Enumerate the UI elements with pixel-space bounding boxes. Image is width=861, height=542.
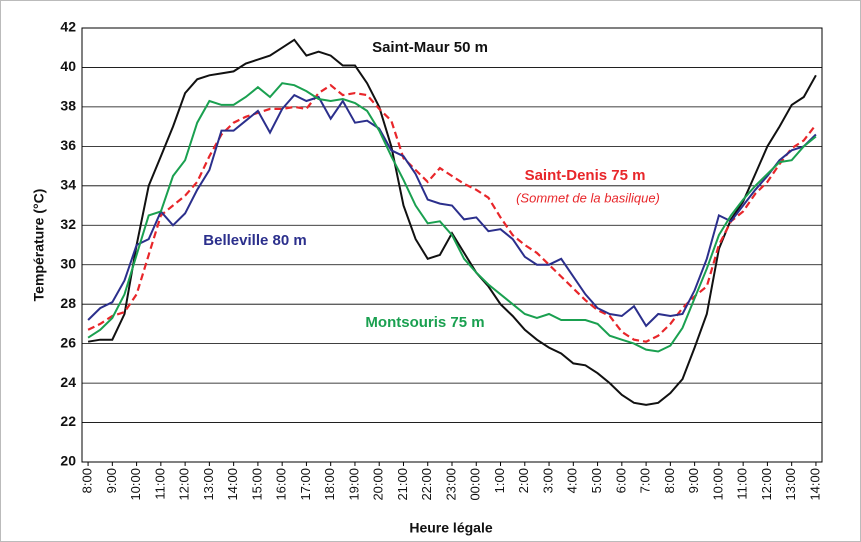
series-label: Saint-Maur 50 m: [372, 39, 488, 56]
x-tick-label: 7:00: [638, 468, 653, 493]
x-tick-label: 22:00: [419, 468, 434, 501]
series-label: Belleville 80 m: [203, 232, 306, 249]
y-tick-label: 42: [60, 19, 76, 35]
x-tick-label: 8:00: [80, 468, 95, 493]
y-tick-label: 34: [60, 177, 76, 193]
x-tick-label: 13:00: [783, 468, 798, 501]
x-tick-label: 11:00: [735, 468, 750, 500]
x-tick-label: 3:00: [540, 468, 555, 493]
x-tick-label: 11:00: [152, 468, 167, 500]
x-tick-label: 1:00: [492, 468, 507, 493]
series-line: [87, 93, 817, 328]
x-tick-label: 12:00: [759, 468, 774, 501]
x-tick-label: 16:00: [274, 468, 289, 501]
series-label: Montsouris 75 m: [365, 314, 484, 331]
x-tick-label: 8:00: [662, 468, 677, 493]
y-tick-label: 30: [60, 255, 76, 271]
x-tick-label: 17:00: [298, 468, 313, 501]
x-tick-label: 18:00: [322, 468, 337, 501]
x-tick-label: 13:00: [201, 468, 216, 501]
y-tick-label: 40: [60, 58, 76, 74]
y-axis-label: Température (°C): [31, 189, 47, 302]
x-tick-label: 9:00: [686, 468, 701, 493]
annotation: (Sommet de la basilique): [516, 190, 660, 205]
y-tick-label: 26: [60, 334, 76, 350]
x-axis-label: Heure légale: [409, 520, 492, 536]
series-label: Saint-Denis 75 m: [525, 167, 646, 184]
x-tick-label: 20:00: [371, 468, 386, 501]
y-tick-label: 32: [60, 216, 76, 232]
series-line: [87, 82, 817, 353]
x-tick-label: 12:00: [177, 468, 192, 501]
x-tick-label: 9:00: [104, 468, 119, 493]
y-tick-label: 36: [60, 137, 76, 153]
x-tick-label: 00:00: [468, 468, 483, 501]
y-tick-label: 22: [60, 413, 76, 429]
y-tick-label: 38: [60, 98, 76, 114]
x-tick-label: 2:00: [516, 468, 531, 493]
x-tick-label: 15:00: [249, 468, 264, 501]
x-tick-label: 10:00: [128, 468, 143, 501]
x-tick-label: 5:00: [589, 468, 604, 493]
y-tick-label: 24: [60, 374, 76, 390]
x-tick-label: 14:00: [807, 468, 822, 501]
y-tick-label: 28: [60, 295, 76, 311]
y-tick-label: 20: [60, 453, 76, 469]
x-tick-label: 4:00: [565, 468, 580, 493]
x-tick-label: 19:00: [346, 468, 361, 501]
x-tick-label: 10:00: [710, 468, 725, 501]
x-tick-label: 14:00: [225, 468, 240, 501]
x-tick-label: 23:00: [443, 468, 458, 501]
x-tick-label: 6:00: [613, 468, 628, 493]
series-line: [87, 38, 817, 406]
x-tick-label: 21:00: [395, 468, 410, 501]
